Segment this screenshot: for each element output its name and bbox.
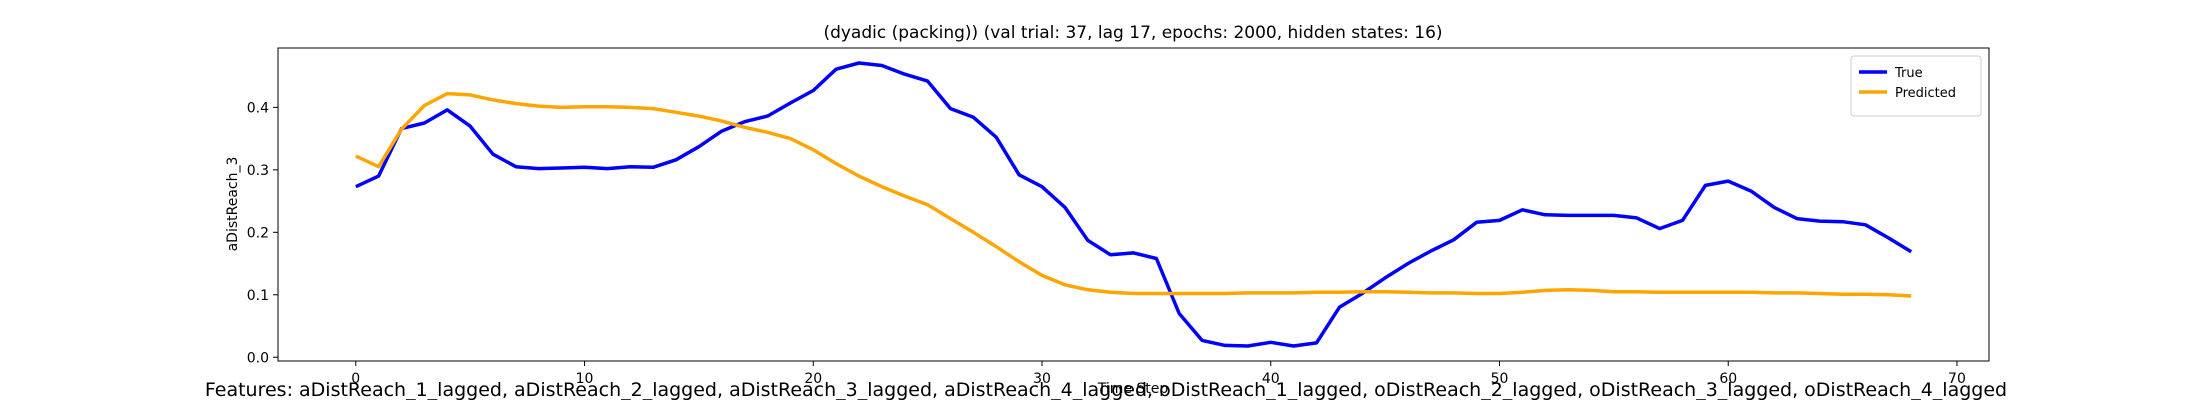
legend-label: Predicted [1895, 86, 1956, 101]
footer-text: Features: aDistReach_1_lagged, aDistReac… [205, 379, 2007, 400]
data-line [355, 91, 1912, 298]
x-axis-label: Time Step [1097, 381, 1169, 397]
x-tick-label: 70 [1948, 371, 1966, 387]
x-tick-label: 50 [1491, 371, 1509, 387]
legend: True Predicted [1850, 55, 1982, 117]
plot-frame [277, 47, 1990, 362]
y-tick-label: 0.4 [247, 100, 269, 116]
y-tick-label: 0.2 [247, 225, 269, 241]
x-tick-label: 0 [351, 371, 360, 387]
y-tick-label: 0.1 [247, 288, 269, 304]
x-tick-label: 40 [1262, 371, 1280, 387]
chart-title: (dyadic (packing)) (val trial: 37, lag 1… [823, 23, 1442, 43]
y-tick-label: 0.0 [247, 350, 269, 366]
x-tick-label: 60 [1719, 371, 1737, 387]
x-tick-label: 10 [576, 371, 594, 387]
x-tick-label: 20 [804, 371, 822, 387]
data-line [355, 61, 1913, 348]
legend-label: True [1894, 66, 1923, 81]
y-axis-label: aDistReach_3 [225, 157, 241, 252]
y-tick-label: 0.3 [247, 163, 269, 179]
x-tick-label: 30 [1033, 371, 1051, 387]
